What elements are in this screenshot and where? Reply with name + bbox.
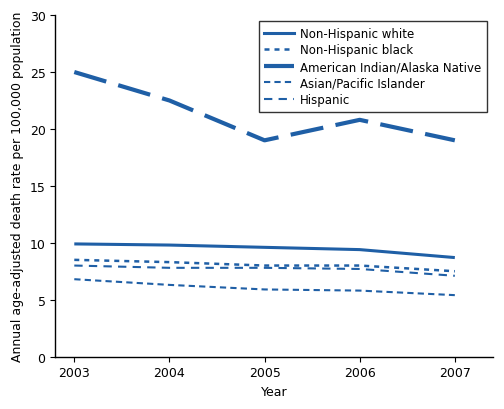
Line: Non-Hispanic white: Non-Hispanic white	[74, 244, 455, 258]
X-axis label: Year: Year	[261, 385, 287, 398]
Non-Hispanic white	[452, 256, 458, 261]
Line: American Indian/Alaska Native: American Indian/Alaska Native	[74, 73, 455, 141]
Non-Hispanic black	[71, 258, 77, 263]
Asian/Pacific Islander	[452, 293, 458, 298]
Non-Hispanic black	[166, 260, 172, 265]
Non-Hispanic white	[166, 243, 172, 248]
Hispanic	[262, 266, 268, 271]
Asian/Pacific Islander	[357, 288, 363, 293]
Asian/Pacific Islander	[166, 283, 172, 288]
Non-Hispanic black	[357, 263, 363, 268]
Non-Hispanic black	[452, 269, 458, 274]
Legend: Non-Hispanic white, Non-Hispanic black, American Indian/Alaska Native, Asian/Pac: Non-Hispanic white, Non-Hispanic black, …	[259, 22, 487, 113]
Y-axis label: Annual age-adjusted death rate per 100,000 population: Annual age-adjusted death rate per 100,0…	[11, 11, 24, 361]
Hispanic	[452, 274, 458, 279]
Hispanic	[166, 266, 172, 271]
Asian/Pacific Islander	[71, 277, 77, 282]
Hispanic	[71, 263, 77, 268]
Line: Non-Hispanic black: Non-Hispanic black	[74, 260, 455, 272]
Asian/Pacific Islander	[262, 287, 268, 292]
Non-Hispanic black	[262, 263, 268, 268]
Line: Hispanic: Hispanic	[74, 266, 455, 276]
Line: Asian/Pacific Islander: Asian/Pacific Islander	[74, 279, 455, 295]
Hispanic	[357, 267, 363, 272]
Non-Hispanic white	[357, 247, 363, 252]
American Indian/Alaska Native	[357, 118, 363, 123]
American Indian/Alaska Native	[166, 99, 172, 104]
American Indian/Alaska Native	[262, 139, 268, 144]
American Indian/Alaska Native	[71, 70, 77, 75]
Non-Hispanic white	[262, 245, 268, 250]
American Indian/Alaska Native	[452, 139, 458, 144]
Non-Hispanic white	[71, 242, 77, 247]
